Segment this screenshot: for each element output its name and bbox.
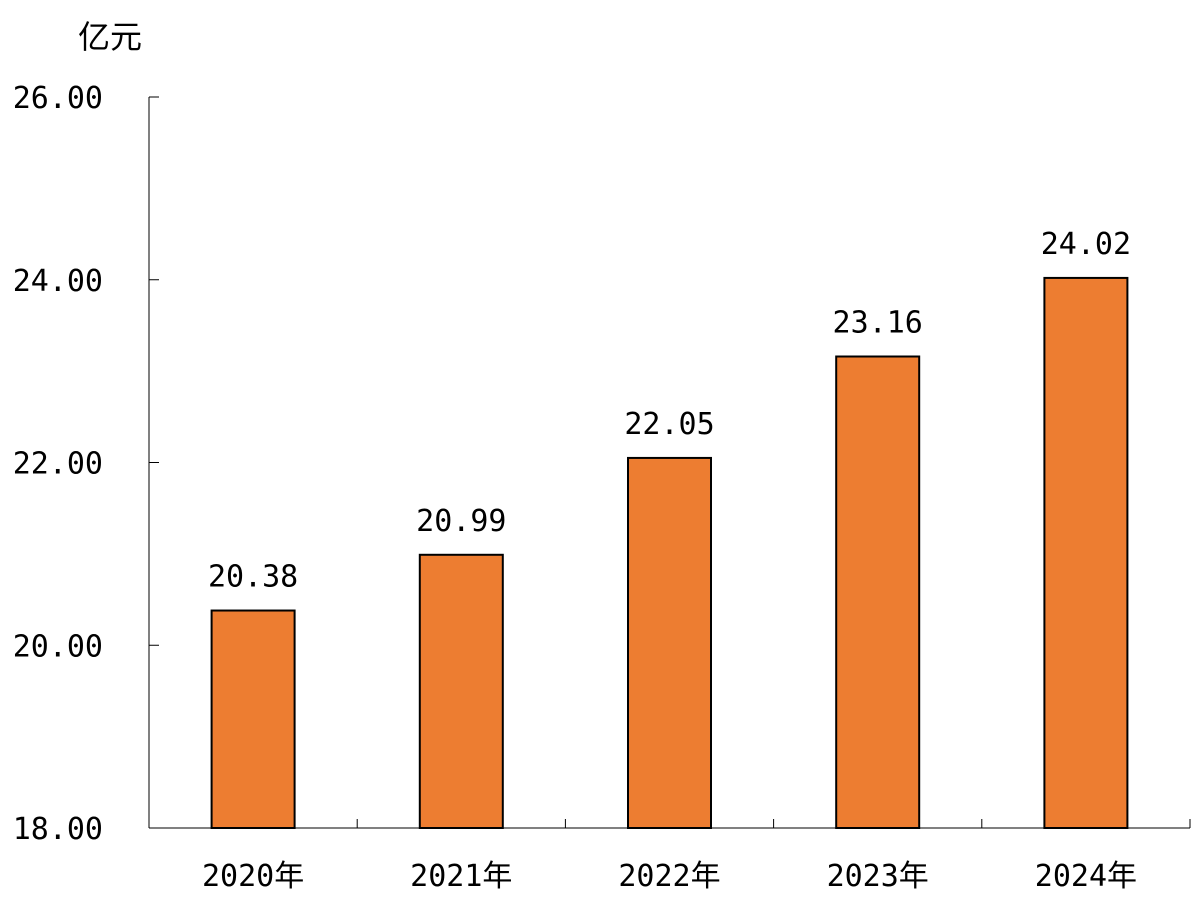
y-tick-label: 22.00 <box>13 447 103 482</box>
y-tick-label: 26.00 <box>13 81 103 116</box>
y-axis-unit-label: 亿元 <box>78 18 142 56</box>
bars <box>210 276 1129 830</box>
data-label: 24.02 <box>1041 227 1131 262</box>
data-label: 20.99 <box>416 504 506 539</box>
x-category-label: 2021年 <box>410 859 512 894</box>
data-labels: 20.38 20.99 22.05 23.16 24.02 <box>208 227 1131 595</box>
y-tick-label: 20.00 <box>13 629 103 664</box>
x-category-label: 2023年 <box>827 859 929 894</box>
bar-2024年 <box>1043 276 1129 829</box>
bar-2020年 <box>210 609 296 830</box>
data-label: 20.38 <box>208 560 298 595</box>
x-category-label: 2024年 <box>1035 859 1137 894</box>
data-label: 22.05 <box>624 407 714 442</box>
bar-2023年 <box>835 355 921 829</box>
bar-2022年 <box>627 456 712 829</box>
x-axis-ticks: 2020年 2021年 2022年 2023年 2024年 <box>202 819 1191 894</box>
x-category-label: 2022年 <box>618 859 720 894</box>
y-tick-label: 24.00 <box>13 264 103 299</box>
y-tick-label: 18.00 <box>13 812 103 847</box>
x-category-label: 2020年 <box>202 859 304 894</box>
y-axis-ticks: 18.00 20.00 22.00 24.00 26.00 <box>13 81 159 847</box>
data-label: 23.16 <box>833 306 923 341</box>
bar-2021年 <box>418 553 504 829</box>
